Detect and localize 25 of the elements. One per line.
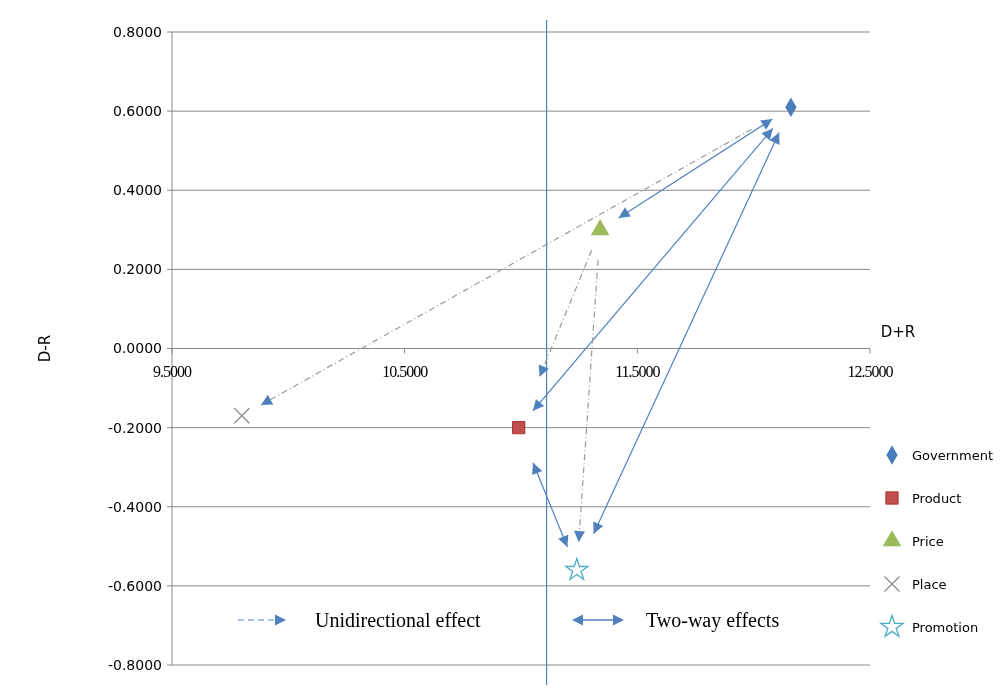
annotation: Two-way effects [646, 609, 780, 632]
legend-label: Price [912, 533, 944, 549]
y-tick-label: 0.0000 [113, 340, 162, 357]
point [565, 557, 589, 581]
point [233, 407, 250, 424]
x-tick-label: 9.5000 [153, 362, 192, 380]
y-axis-title: D-R [36, 334, 54, 363]
y-tick-label: -0.8000 [107, 656, 162, 673]
y-tick-label: 0.2000 [113, 261, 162, 278]
legend-label: Place [912, 576, 947, 592]
legend-label: Product [912, 490, 962, 506]
y-tick-label: 0.4000 [113, 182, 162, 199]
y-tick-label: 0.8000 [113, 23, 162, 40]
y-tick-label: -0.2000 [107, 419, 162, 436]
y-tick-label: 0.6000 [113, 103, 162, 120]
x-tick-label: 10.5000 [382, 362, 429, 380]
y-tick-label: -0.4000 [107, 498, 162, 515]
annotation: Unidirectional effect [315, 609, 482, 631]
legend-label: Promotion [912, 619, 979, 635]
point [512, 421, 526, 435]
x-axis-title: D+R [880, 322, 916, 341]
y-tick-label: -0.6000 [107, 577, 162, 594]
x-tick-label: 11.5000 [615, 362, 661, 380]
legend-label: Government [912, 447, 994, 463]
x-tick-label: 12.5000 [847, 362, 894, 380]
